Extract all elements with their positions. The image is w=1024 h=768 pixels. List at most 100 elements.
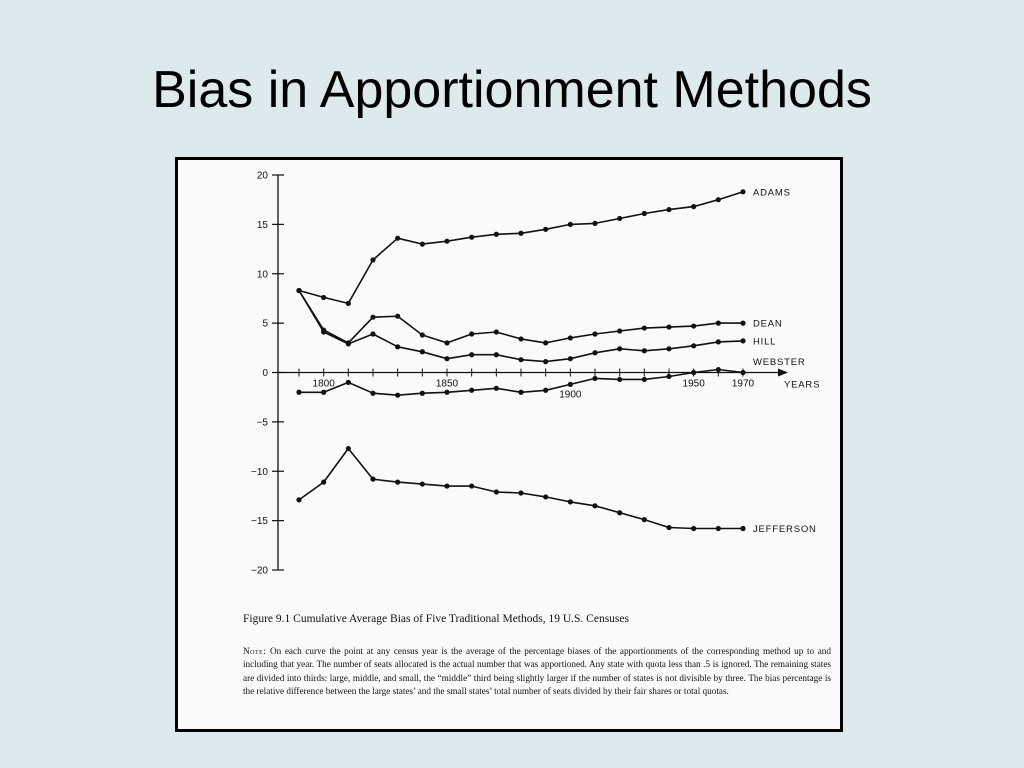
data-point-webster — [666, 373, 672, 380]
data-point-jefferson — [543, 494, 549, 500]
data-point-jefferson — [740, 525, 746, 532]
y-tick-label: 5 — [262, 319, 268, 330]
data-point-jefferson — [617, 510, 623, 516]
data-point-dean — [518, 336, 524, 342]
data-point-adams — [469, 234, 475, 240]
data-point-dean — [691, 323, 697, 329]
data-point-adams — [444, 238, 450, 244]
x-tick-label: 1970 — [732, 379, 755, 390]
y-tick-label: 0 — [262, 368, 268, 379]
data-point-dean — [567, 335, 573, 341]
data-point-hill — [715, 339, 721, 345]
data-point-hill — [740, 338, 746, 344]
data-point-webster — [641, 376, 647, 383]
x-tick-label: 1850 — [436, 379, 459, 390]
x-tick-label: 1950 — [683, 379, 706, 390]
data-point-dean — [395, 313, 401, 319]
data-point-dean — [469, 331, 475, 337]
data-point-adams — [345, 300, 351, 306]
data-point-jefferson — [395, 479, 401, 485]
data-point-hill — [518, 357, 524, 363]
data-point-dean — [617, 328, 623, 334]
data-point-webster — [543, 387, 549, 393]
data-point-adams — [567, 221, 573, 227]
series-line-adams — [298, 191, 744, 305]
data-point-jefferson — [444, 483, 450, 489]
data-point-adams — [740, 189, 746, 195]
y-tick-label: 15 — [257, 220, 269, 231]
data-point-webster — [419, 390, 425, 396]
slide-title: Bias in Apportionment Methods — [152, 61, 872, 119]
data-point-hill — [691, 343, 697, 349]
series-line-jefferson — [298, 447, 743, 530]
data-point-webster — [567, 381, 573, 387]
figure-note: Note: On each curve the point at any cen… — [243, 645, 831, 699]
data-point-dean — [740, 320, 746, 326]
data-point-adams — [715, 197, 721, 203]
data-point-adams — [370, 257, 376, 263]
data-point-dean — [370, 314, 376, 320]
data-point-jefferson — [296, 497, 302, 503]
series-label-webster: WEBSTER — [753, 357, 806, 368]
data-point-jefferson — [666, 524, 672, 531]
data-point-jefferson — [345, 445, 351, 452]
data-point-jefferson — [592, 503, 598, 509]
data-point-hill — [444, 356, 450, 362]
x-axis-label: YEARS — [784, 380, 820, 391]
data-point-hill — [395, 344, 401, 350]
data-point-dean — [419, 332, 425, 338]
data-point-adams — [666, 206, 672, 213]
data-point-jefferson — [419, 481, 425, 487]
data-point-hill — [321, 329, 327, 335]
data-point-dean — [444, 340, 450, 346]
data-point-jefferson — [493, 489, 499, 495]
data-point-jefferson — [715, 525, 721, 532]
data-point-jefferson — [469, 483, 475, 489]
data-point-adams — [321, 294, 327, 301]
data-point-hill — [296, 287, 302, 294]
data-point-webster — [617, 376, 623, 383]
data-point-webster — [370, 390, 376, 396]
data-point-hill — [617, 346, 623, 352]
data-point-dean — [493, 329, 499, 335]
data-point-webster — [740, 369, 746, 376]
data-point-dean — [666, 324, 672, 330]
data-point-webster — [592, 375, 598, 382]
series-label-adams: ADAMS — [753, 187, 791, 198]
data-point-webster — [321, 389, 327, 395]
y-tick-label: 10 — [257, 269, 269, 280]
data-point-adams — [592, 220, 598, 226]
data-point-hill — [493, 352, 499, 358]
data-point-adams — [395, 235, 401, 241]
data-point-hill — [345, 341, 351, 347]
data-point-hill — [419, 349, 425, 355]
data-point-hill — [370, 331, 376, 337]
data-point-dean — [715, 320, 721, 326]
bias-line-chart: 20 15 10 5 0 −5 −10 −15 −20 1800 1850 1900 1950 1970 Y… — [251, 171, 820, 577]
data-point-webster — [518, 389, 524, 395]
series-line-dean — [298, 290, 743, 344]
y-tick-label: −15 — [251, 516, 268, 527]
x-axis-arrow-icon — [778, 368, 788, 377]
note-text: On each curve the point at any census ye… — [243, 646, 831, 697]
series-label-hill: HILL — [753, 336, 776, 347]
y-tick-label: −5 — [257, 417, 269, 428]
data-point-hill — [641, 348, 647, 354]
data-point-adams — [419, 241, 425, 247]
data-point-webster — [395, 392, 401, 398]
figure-frame: 20 15 10 5 0 −5 −10 −15 −20 1800 1850 1900 1950 1970 Y… — [175, 157, 843, 732]
data-point-jefferson — [518, 490, 524, 496]
data-point-webster — [345, 379, 351, 385]
x-tick-label: 1900 — [559, 390, 582, 401]
data-point-adams — [493, 231, 499, 237]
series-label-jefferson: JEFFERSON — [753, 524, 817, 535]
data-point-webster — [691, 369, 697, 376]
figure-caption: Figure 9.1 Cumulative Average Bias of Fi… — [243, 613, 629, 625]
data-point-webster — [493, 385, 499, 391]
data-point-adams — [518, 230, 524, 236]
y-tick-label: 20 — [257, 171, 269, 182]
data-point-hill — [543, 359, 549, 365]
data-point-jefferson — [691, 525, 697, 532]
data-point-jefferson — [370, 476, 376, 482]
data-point-jefferson — [567, 499, 573, 505]
